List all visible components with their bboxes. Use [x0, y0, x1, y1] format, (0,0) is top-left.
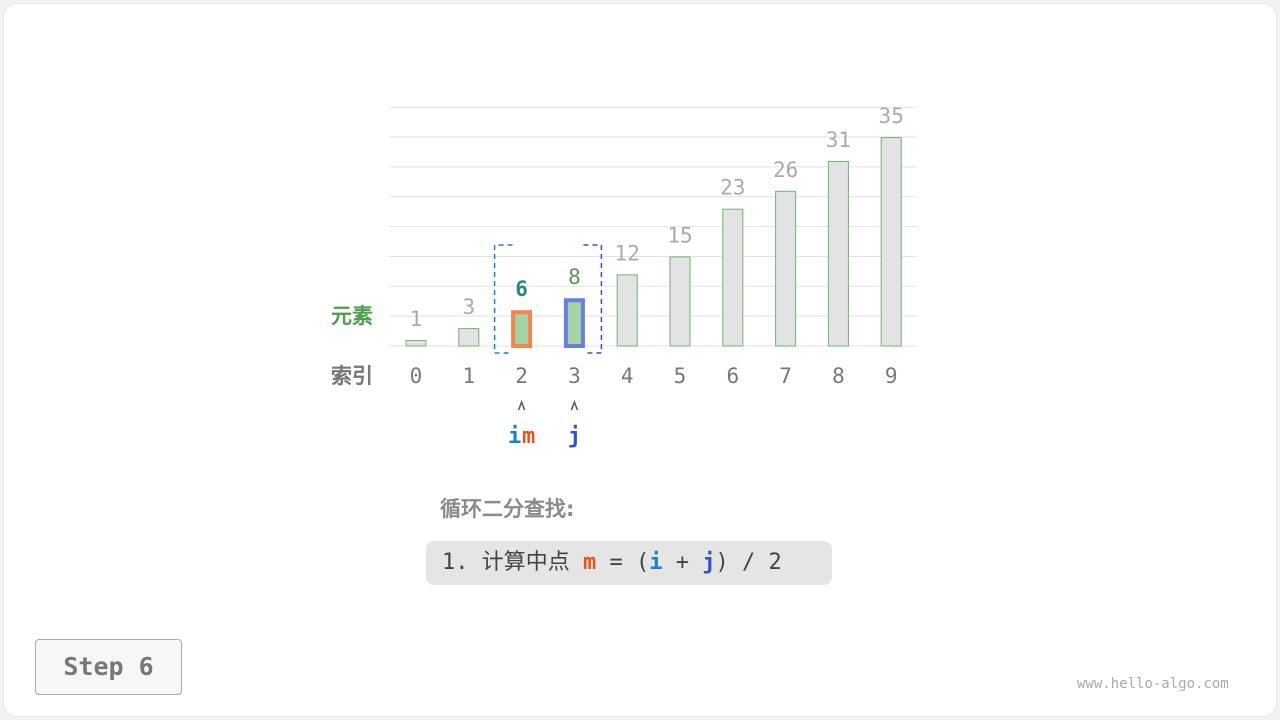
bar-0	[405, 340, 427, 347]
index-label: 索引	[331, 364, 373, 388]
bar-7	[775, 190, 797, 347]
slide-card	[3, 3, 1277, 717]
code-tail: ) / 2	[715, 550, 782, 575]
range-bracket-left	[493, 244, 513, 354]
index-label-3: 3	[568, 364, 581, 388]
value-label-1: 3	[462, 295, 475, 319]
pointer-j: j	[568, 424, 581, 449]
value-label-8: 31	[826, 128, 851, 152]
index-label-4: 4	[621, 364, 634, 388]
index-label-1: 1	[462, 364, 475, 388]
bar-4	[616, 274, 638, 347]
value-label-5: 15	[667, 223, 692, 247]
watermark: www.hello-algo.com	[1077, 676, 1229, 692]
step-code-box: 1. 计算中点 m = (i + j) / 2	[426, 541, 832, 585]
section-title: 循环二分查找:	[440, 497, 575, 521]
arrow-j-icon	[570, 399, 579, 411]
value-label-4: 12	[615, 241, 640, 265]
step-number: 1.	[442, 550, 469, 575]
range-bracket-right	[583, 244, 603, 354]
index-label-2: 2	[515, 364, 528, 388]
step-button[interactable]: Step 6	[35, 639, 182, 695]
var-j: j	[702, 550, 716, 575]
value-label-7: 26	[773, 158, 798, 182]
index-label-8: 8	[832, 364, 845, 388]
pointer-i: i	[508, 424, 521, 449]
code-plus: +	[662, 550, 703, 575]
value-label-3: 8	[568, 265, 581, 289]
bar-5	[669, 256, 691, 347]
index-label-6: 6	[726, 364, 739, 388]
bar-9	[880, 137, 902, 347]
pointer-m: m	[522, 424, 535, 449]
var-i: i	[649, 550, 663, 575]
bar-2	[511, 310, 533, 348]
var-m: m	[583, 550, 597, 575]
code-eq: = (	[596, 550, 650, 575]
bar-3	[563, 298, 585, 348]
bar-6	[722, 208, 744, 347]
value-label-6: 23	[720, 176, 745, 200]
index-label-5: 5	[674, 364, 687, 388]
bar-8	[827, 160, 849, 347]
index-label-7: 7	[779, 364, 792, 388]
elements-label: 元素	[331, 304, 373, 328]
index-label-9: 9	[885, 364, 898, 388]
arrow-im-icon	[517, 399, 526, 411]
bar-1	[458, 328, 480, 347]
value-label-0: 1	[410, 307, 423, 331]
step-text: 计算中点	[481, 550, 570, 575]
value-label-9: 35	[879, 104, 904, 128]
value-label-2: 6	[515, 277, 528, 301]
index-label-0: 0	[410, 364, 423, 388]
